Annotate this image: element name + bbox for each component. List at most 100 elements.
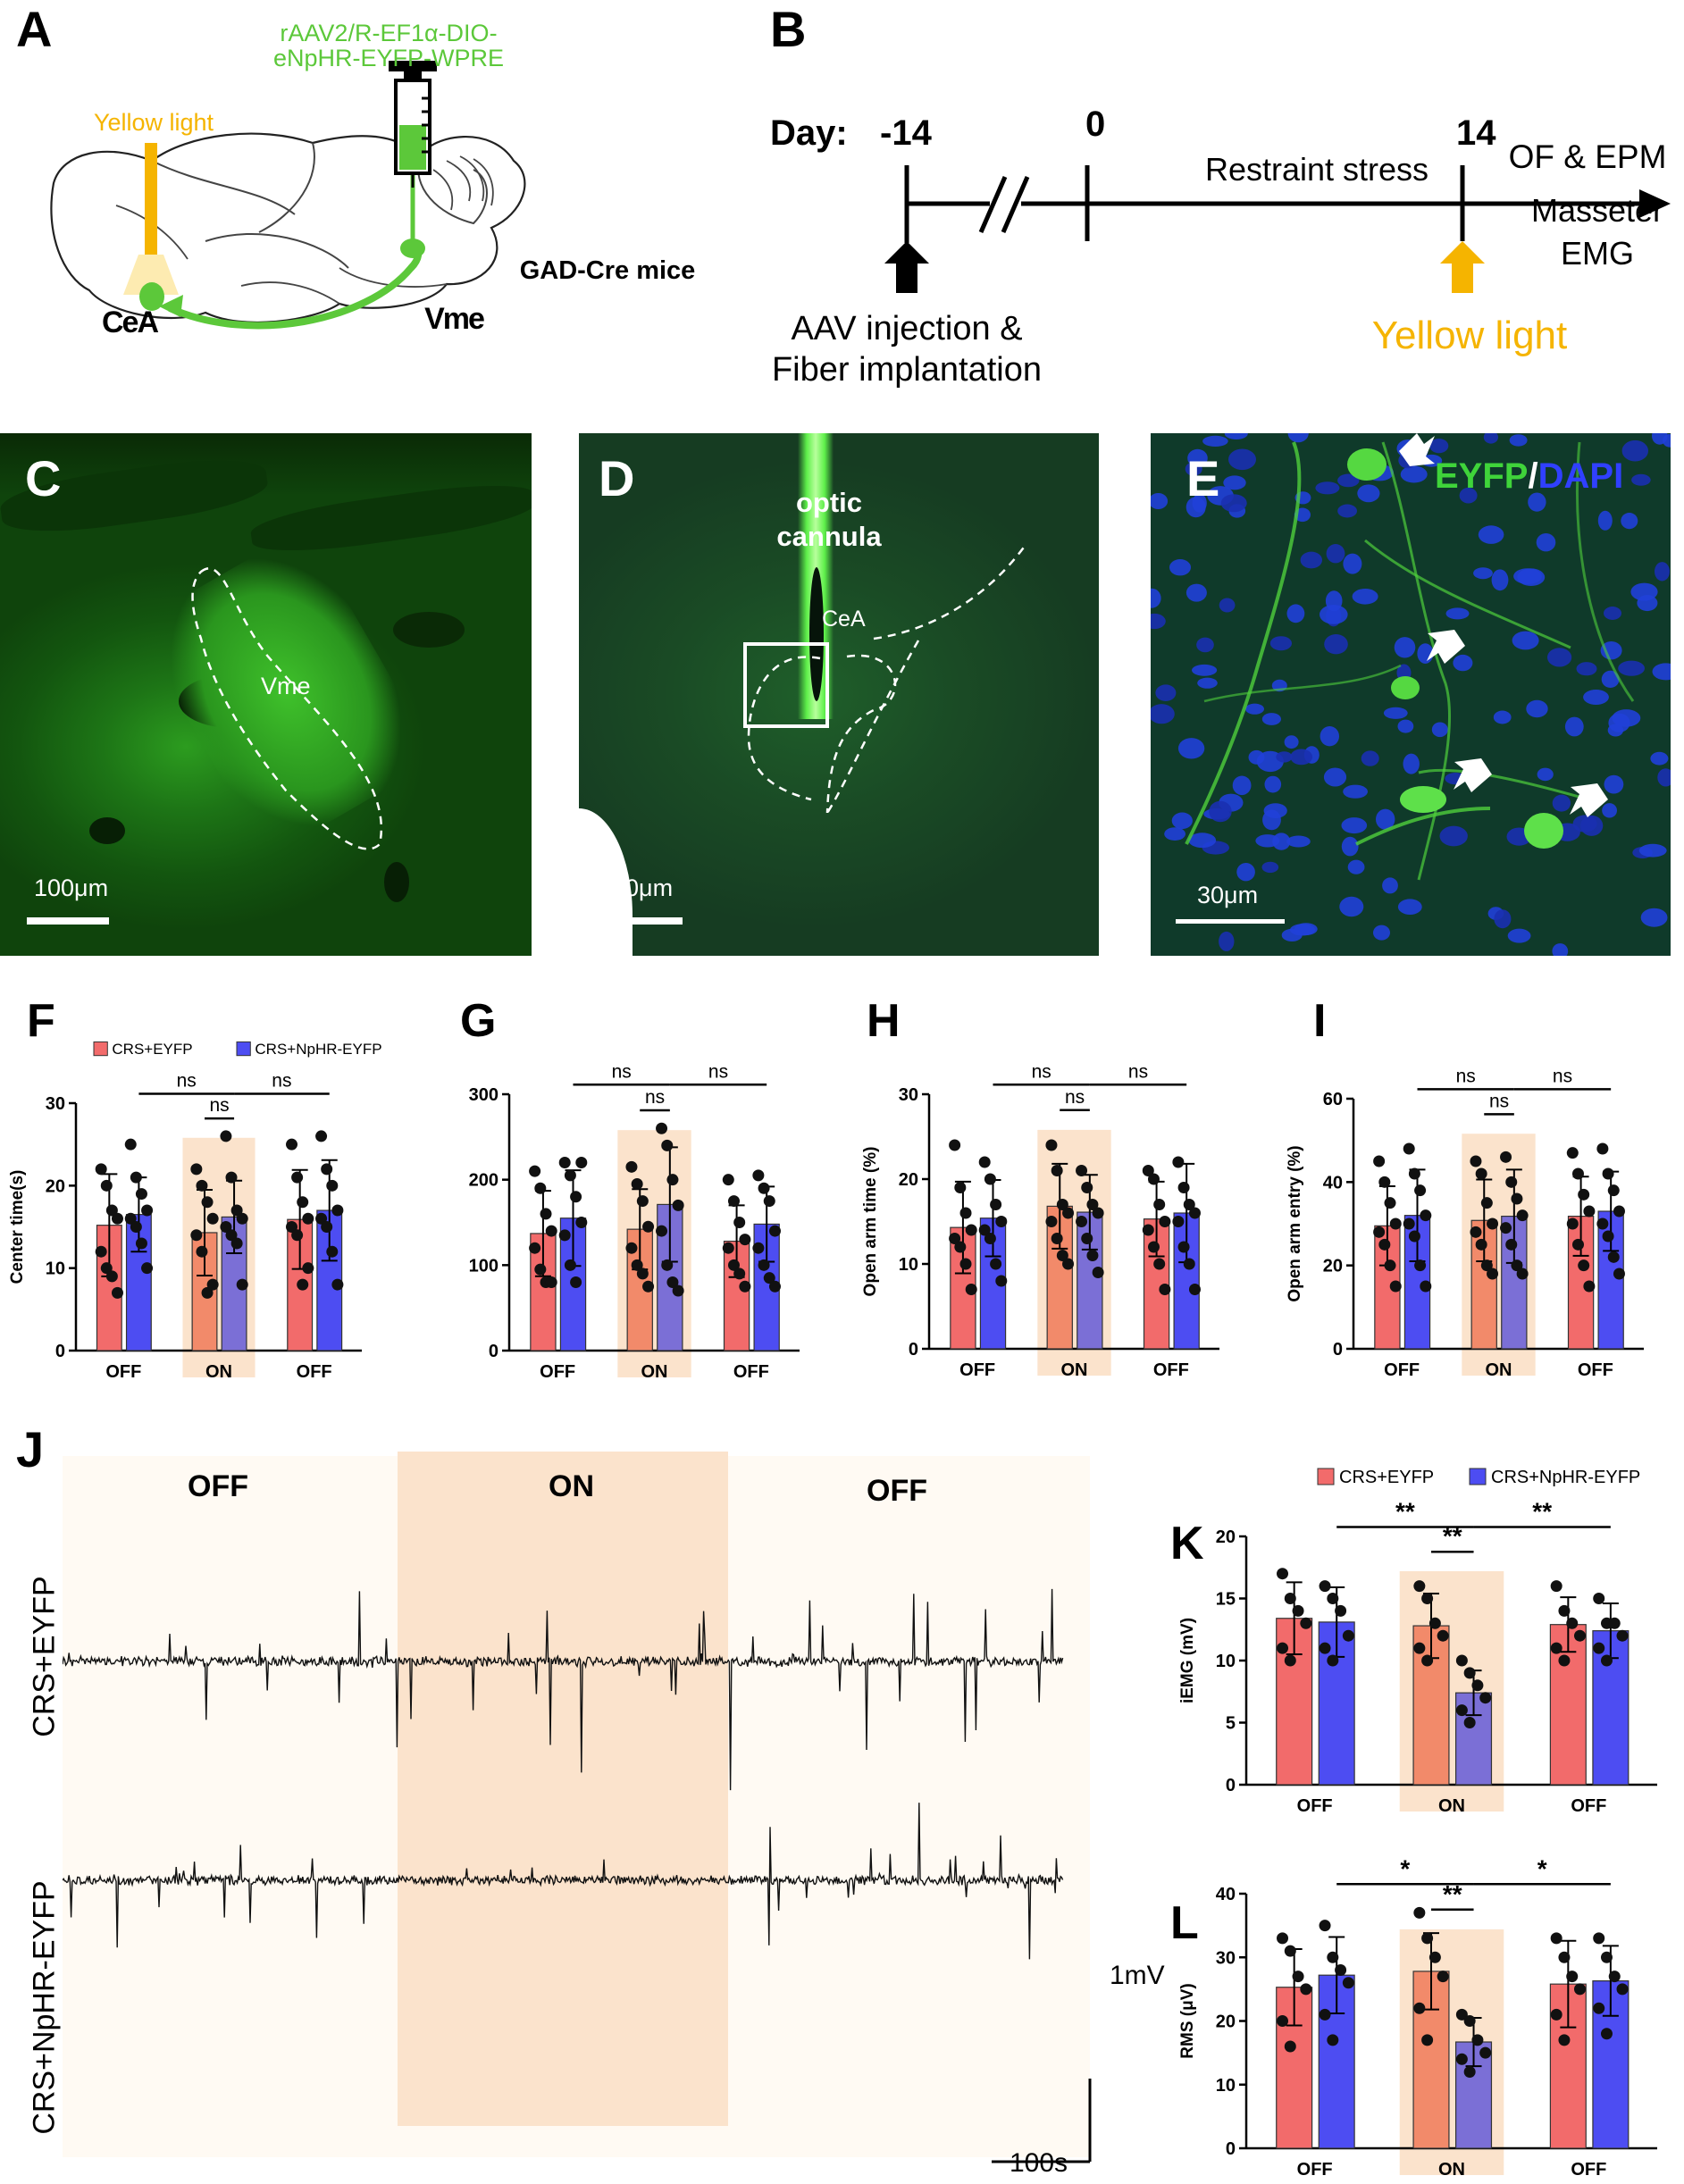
virus-text-1: rAAV2/R-EF1α-DIO- bbox=[280, 20, 497, 46]
x-tick-label: OFF bbox=[1384, 1360, 1420, 1380]
data-point bbox=[978, 1224, 991, 1236]
data-point bbox=[1062, 1207, 1075, 1219]
data-point bbox=[1455, 1704, 1468, 1717]
data-point bbox=[1335, 1604, 1347, 1617]
data-point bbox=[1342, 1977, 1354, 1989]
x-tick-label: OFF bbox=[1297, 2160, 1333, 2180]
vme-label: Vme bbox=[424, 302, 484, 336]
eyfp-label: EYFP bbox=[1435, 456, 1529, 496]
y-tick-label: 30 bbox=[46, 1094, 65, 1114]
data-point bbox=[1327, 1951, 1339, 1963]
vme-region-label: Vme bbox=[261, 673, 311, 699]
y-tick-label: 0 bbox=[1226, 2139, 1236, 2159]
data-point bbox=[1172, 1156, 1185, 1168]
data-point bbox=[625, 1160, 638, 1173]
scale-label-s: 100s bbox=[1010, 2148, 1068, 2178]
data-point bbox=[1300, 1983, 1312, 1996]
data-point bbox=[1475, 1238, 1487, 1251]
data-point bbox=[326, 1179, 339, 1192]
data-point bbox=[1558, 1654, 1571, 1667]
data-point bbox=[1608, 1971, 1621, 1983]
data-point bbox=[1188, 1207, 1201, 1219]
data-point bbox=[1558, 2034, 1571, 2046]
data-point bbox=[1319, 1920, 1331, 1932]
data-point bbox=[201, 1196, 214, 1209]
y-tick-label: 15 bbox=[1216, 1590, 1236, 1610]
data-point bbox=[124, 1212, 137, 1225]
significance-label: * bbox=[1537, 1854, 1547, 1882]
data-point bbox=[230, 1204, 243, 1217]
brain-schematic: rAAV2/R-EF1α-DIO- eNpHR-EYFP-WPRE Yellow… bbox=[50, 20, 695, 339]
y-tick-label: 20 bbox=[1323, 1257, 1343, 1276]
injection-label-1: AAV injection & bbox=[791, 310, 1022, 347]
data-point bbox=[1480, 1197, 1493, 1209]
y-axis-label: Center time(s) bbox=[8, 1170, 27, 1284]
data-point bbox=[1571, 1167, 1584, 1180]
significance-label: ns bbox=[177, 1070, 197, 1091]
data-point bbox=[1300, 1617, 1312, 1629]
emg-label-2: EMG bbox=[1561, 235, 1634, 272]
data-point bbox=[315, 1130, 328, 1142]
micrograph-c: C Vme 100μm bbox=[0, 433, 532, 956]
data-point bbox=[1600, 2028, 1613, 2040]
data-point bbox=[1616, 1983, 1629, 1996]
data-point bbox=[1566, 1617, 1579, 1629]
x-tick-label: ON bbox=[641, 1362, 668, 1382]
x-tick-label: OFF bbox=[1578, 1360, 1613, 1380]
data-point bbox=[954, 1241, 967, 1253]
data-point bbox=[1437, 1629, 1449, 1642]
data-point bbox=[666, 1276, 679, 1288]
data-point bbox=[1045, 1216, 1058, 1227]
legend-swatch-nphr bbox=[1469, 1468, 1487, 1485]
arrow-icon-4 bbox=[1570, 783, 1608, 817]
scale-label-c: 100μm bbox=[34, 874, 109, 901]
panel-letter-a: A bbox=[16, 1, 53, 57]
data-point bbox=[1593, 1642, 1605, 1654]
arrow-icon-1 bbox=[1399, 433, 1435, 466]
data-point bbox=[225, 1171, 238, 1184]
data-point bbox=[631, 1259, 643, 1271]
data-point bbox=[1076, 1216, 1088, 1227]
data-point bbox=[1403, 1142, 1415, 1155]
data-point bbox=[949, 1233, 961, 1244]
data-point bbox=[331, 1278, 344, 1291]
data-point bbox=[1608, 1617, 1621, 1629]
data-point bbox=[201, 1286, 214, 1299]
data-point bbox=[1188, 1284, 1201, 1295]
data-point bbox=[1463, 1717, 1476, 1728]
data-point bbox=[752, 1169, 765, 1182]
data-point bbox=[135, 1188, 147, 1201]
y-tick-label: 0 bbox=[1333, 1340, 1343, 1360]
data-point bbox=[1463, 1667, 1476, 1679]
data-point bbox=[529, 1165, 541, 1177]
y-tick-label: 20 bbox=[1216, 2012, 1236, 2032]
y-tick-label: 10 bbox=[899, 1255, 918, 1275]
data-point bbox=[959, 1207, 972, 1219]
data-point bbox=[564, 1169, 576, 1182]
data-point bbox=[1062, 1258, 1075, 1270]
data-point bbox=[642, 1220, 655, 1233]
data-point bbox=[1550, 1580, 1563, 1593]
y-tick-label: 30 bbox=[899, 1085, 918, 1105]
data-point bbox=[1335, 1964, 1347, 1976]
data-point bbox=[995, 1216, 1008, 1227]
x-tick-label: OFF bbox=[297, 1362, 332, 1382]
data-point bbox=[1573, 1629, 1586, 1642]
panel-letter-c: C bbox=[25, 450, 62, 506]
significance-label: ** bbox=[1443, 1880, 1462, 1908]
data-point bbox=[954, 1182, 967, 1193]
data-point bbox=[1342, 1629, 1354, 1642]
significance-label: ns bbox=[1489, 1091, 1509, 1111]
day-end: 14 bbox=[1456, 113, 1496, 153]
data-point bbox=[1177, 1241, 1190, 1253]
yellow-arrow-icon bbox=[1440, 241, 1485, 293]
data-point bbox=[130, 1171, 142, 1184]
panel-letter-k: K bbox=[1170, 1518, 1204, 1569]
data-point bbox=[124, 1138, 137, 1151]
virus-text-2: eNpHR-EYFP-WPRE bbox=[273, 45, 504, 71]
data-point bbox=[1613, 1268, 1625, 1280]
day-label: Day: bbox=[770, 113, 848, 153]
data-point bbox=[1593, 2002, 1605, 2014]
data-point bbox=[196, 1179, 208, 1192]
